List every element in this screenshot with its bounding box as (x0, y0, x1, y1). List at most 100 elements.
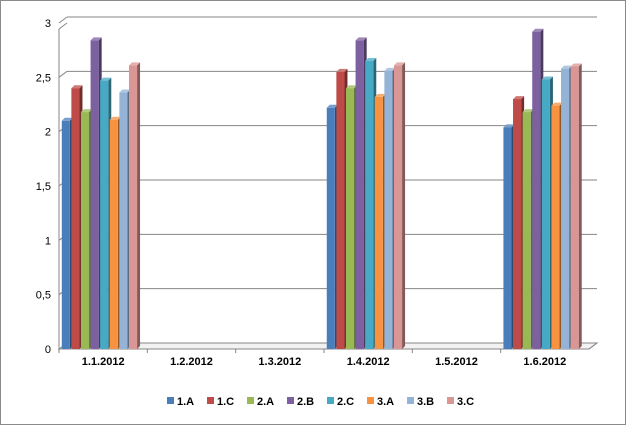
bar-top (551, 102, 563, 106)
bar-top (336, 68, 348, 72)
bar-front (61, 120, 70, 349)
legend-swatch (327, 397, 334, 404)
bar-top (61, 117, 73, 121)
bar-top (109, 116, 121, 120)
bar (374, 93, 386, 349)
bar-top (355, 37, 367, 41)
bar-front (532, 31, 541, 350)
legend-swatch (447, 397, 454, 404)
legend-label: 2.B (297, 396, 314, 408)
bar-top (128, 62, 141, 66)
x-tick-label: 1.6.2012 (523, 356, 566, 368)
legend-item: 2.B (287, 396, 314, 408)
bar-top (100, 77, 112, 81)
y-tick-label: 1 (45, 235, 51, 247)
bar (503, 124, 515, 349)
legend-label: 2.A (257, 396, 274, 408)
x-tick-label: 1.4.2012 (347, 356, 390, 368)
legend-item: 3.C (447, 396, 474, 408)
y-tick-label: 0 (45, 344, 51, 356)
bar-front (336, 71, 345, 350)
bar-front (551, 105, 560, 349)
bar-front (374, 96, 383, 349)
bar (71, 85, 83, 349)
bar (541, 76, 553, 350)
bar-front (384, 70, 393, 350)
bar-top (513, 96, 525, 100)
legend-label: 3.B (417, 396, 434, 408)
bar-top (522, 109, 534, 113)
bar-front (71, 88, 80, 349)
bar (355, 37, 367, 350)
bar-front (119, 92, 128, 350)
bar (570, 63, 582, 349)
bar (561, 65, 573, 349)
bar (80, 109, 93, 350)
bar-top (80, 109, 93, 113)
legend-label: 3.C (457, 396, 474, 408)
bar-front (541, 79, 550, 350)
bar (119, 89, 131, 350)
bar (326, 104, 338, 349)
legend-swatch (407, 397, 414, 404)
bar-top (570, 63, 582, 67)
bar-front (355, 40, 364, 350)
x-tick-label: 1.3.2012 (258, 356, 301, 368)
bar (345, 85, 358, 349)
bar-top (365, 58, 377, 62)
legend-item: 3.A (367, 396, 394, 408)
bar (551, 102, 563, 349)
bar-side (137, 62, 141, 349)
bar-front (109, 119, 118, 349)
bar-front (345, 88, 355, 349)
bar-front (503, 127, 512, 349)
y-tick-label: 0,5 (36, 290, 51, 302)
bar-top (71, 85, 83, 89)
x-tick-label: 1.1.2012 (82, 356, 125, 368)
bar-top (119, 89, 131, 93)
bar-top (541, 76, 553, 80)
bar (61, 117, 73, 349)
bar-front (90, 40, 99, 350)
gridline-side (58, 70, 68, 78)
y-tick-labels: 0 0,5 1 1,5 2 2,5 3 (36, 18, 51, 356)
x-axis-end (588, 342, 598, 350)
bar-top (326, 104, 338, 108)
bar (532, 28, 544, 350)
bar-front (570, 66, 579, 349)
bar (522, 109, 534, 350)
bar (100, 77, 112, 350)
x-tick-labels: 1.1.2012 1.2.2012 1.3.2012 1.4.2012 1.5.2012… (58, 349, 566, 368)
bar-side (402, 62, 406, 349)
bar (336, 68, 348, 350)
y-axis-top (58, 22, 68, 30)
bar-top (561, 65, 573, 69)
bar-front (128, 65, 138, 349)
legend-item: 1.C (207, 396, 234, 408)
bar (393, 62, 406, 349)
legend-swatch (367, 397, 374, 404)
legend-item: 1.A (167, 396, 194, 408)
bar-side (578, 63, 582, 349)
legend-label: 1.A (177, 396, 194, 408)
bar-front (326, 107, 335, 349)
legend-item: 3.B (407, 396, 434, 408)
bar-top (503, 124, 515, 128)
x-tick-label: 1.5.2012 (435, 356, 478, 368)
y-tick-label: 1,5 (36, 181, 51, 193)
bar (384, 67, 396, 350)
legend: 1.A 1.C 2.A 2.B 2.C 3.A 3.B 3.C (167, 396, 474, 408)
y-tick-label: 2 (45, 127, 51, 139)
x-tick-label: 1.2.2012 (170, 356, 213, 368)
bar-top (393, 62, 406, 66)
bar-top (384, 67, 396, 71)
bar (90, 37, 102, 350)
legend-item: 2.A (247, 396, 274, 408)
bar-top (345, 85, 358, 89)
bar (109, 116, 121, 349)
bar-front (522, 112, 531, 350)
bar (128, 62, 141, 349)
bar (365, 58, 377, 350)
bar-top (532, 28, 544, 32)
